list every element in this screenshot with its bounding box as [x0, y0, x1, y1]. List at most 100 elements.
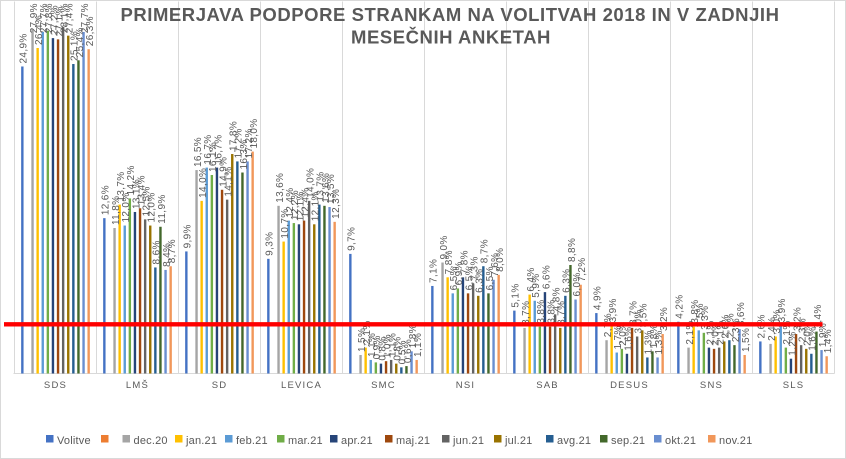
svg-text:3,5%: 3,5% [695, 303, 706, 327]
svg-text:14,9%: 14,9% [218, 157, 229, 187]
svg-text:NSI: NSI [456, 380, 475, 391]
svg-text:SAB: SAB [536, 380, 559, 391]
svg-text:12,0%: 12,0% [147, 192, 158, 222]
svg-text:6,9%: 6,9% [454, 261, 465, 285]
svg-text:9,3%: 9,3% [265, 232, 276, 256]
svg-text:LMŠ: LMŠ [126, 380, 149, 391]
svg-text:1,8%: 1,8% [649, 324, 660, 348]
svg-text:6,5%: 6,5% [449, 266, 460, 290]
svg-text:3,6%: 3,6% [736, 302, 747, 326]
svg-text:9,7%: 9,7% [347, 227, 358, 251]
svg-text:maj.21: maj.21 [396, 435, 430, 447]
svg-text:13,6%: 13,6% [321, 173, 332, 203]
svg-text:SDS: SDS [44, 380, 67, 391]
svg-text:8,0%: 8,0% [495, 248, 506, 272]
svg-text:12,5%: 12,5% [141, 186, 152, 216]
svg-text:6,6%: 6,6% [541, 265, 552, 289]
svg-text:2,1%: 2,1% [362, 320, 373, 344]
svg-text:12,1%: 12,1% [295, 191, 306, 221]
svg-text:12,2%: 12,2% [290, 190, 301, 220]
svg-text:6,4%: 6,4% [526, 267, 537, 291]
svg-text:3,7%: 3,7% [557, 301, 568, 325]
svg-text:4,8%: 4,8% [551, 287, 562, 311]
svg-text:3,9%: 3,9% [608, 298, 619, 322]
svg-text:1,6%: 1,6% [808, 327, 819, 351]
svg-text:14,1%: 14,1% [223, 167, 234, 197]
svg-text:3,9%: 3,9% [777, 298, 788, 322]
svg-text:25,1%: 25,1% [70, 31, 81, 61]
svg-text:3,4%: 3,4% [813, 304, 824, 328]
svg-text:8,4%: 8,4% [162, 243, 173, 267]
svg-text:17,2%: 17,2% [244, 128, 255, 158]
svg-text:nov.21: nov.21 [719, 435, 752, 447]
svg-text:2,1%: 2,1% [705, 320, 716, 344]
svg-text:27,8%: 27,8% [44, 3, 55, 33]
svg-text:8,6%: 8,6% [152, 240, 163, 264]
svg-text:2,0%: 2,0% [803, 322, 814, 346]
svg-text:6,5%: 6,5% [485, 266, 496, 290]
svg-text:apr.21: apr.21 [341, 435, 373, 447]
svg-text:1,1%: 1,1% [367, 333, 378, 357]
svg-text:5,1%: 5,1% [511, 283, 522, 307]
svg-text:16,1%: 16,1% [208, 142, 219, 172]
svg-text:7,6%: 7,6% [490, 253, 501, 277]
svg-text:PRIMERJAVA PODPORE STRANKAM NA: PRIMERJAVA PODPORE STRANKAM NA VOLITVAH … [120, 4, 779, 25]
svg-text:Volitve: Volitve [57, 435, 91, 447]
svg-text:27,1%: 27,1% [54, 6, 65, 36]
svg-text:13,5%: 13,5% [326, 174, 337, 204]
svg-text:27,7%: 27,7% [39, 3, 50, 33]
svg-text:13,1%: 13,1% [131, 179, 142, 209]
svg-text:16,7%: 16,7% [203, 134, 214, 164]
svg-text:16,3%: 16,3% [239, 139, 250, 169]
svg-text:4,9%: 4,9% [593, 286, 604, 310]
svg-text:13,6%: 13,6% [275, 173, 286, 203]
svg-text:3,0%: 3,0% [772, 309, 783, 333]
svg-text:jun.21: jun.21 [452, 435, 484, 447]
svg-text:9,0%: 9,0% [439, 235, 450, 259]
svg-text:1,3%: 1,3% [654, 330, 665, 354]
svg-text:6,0%: 6,0% [572, 272, 583, 296]
svg-text:LEVICA: LEVICA [281, 380, 322, 391]
svg-text:6,5%: 6,5% [464, 266, 475, 290]
svg-text:17,2%: 17,2% [234, 128, 245, 158]
svg-text:1,2%: 1,2% [787, 331, 798, 355]
svg-text:3,8%: 3,8% [546, 299, 557, 323]
svg-text:1,8%: 1,8% [408, 324, 419, 348]
svg-text:12,4%: 12,4% [300, 188, 311, 218]
svg-text:1,0%: 1,0% [382, 334, 393, 358]
svg-text:2,3%: 2,3% [731, 318, 742, 342]
svg-text:1,7%: 1,7% [613, 325, 624, 349]
svg-text:SNS: SNS [700, 380, 723, 391]
svg-text:0,9%: 0,9% [372, 335, 383, 359]
svg-text:2,4%: 2,4% [767, 317, 778, 341]
svg-text:27,9%: 27,9% [29, 3, 40, 33]
svg-text:3,0%: 3,0% [633, 309, 644, 333]
svg-text:SD: SD [212, 380, 228, 391]
svg-text:jan.21: jan.21 [185, 435, 217, 447]
svg-text:2,3%: 2,3% [797, 318, 808, 342]
svg-text:1,3%: 1,3% [644, 330, 655, 354]
svg-text:6,3%: 6,3% [475, 269, 486, 293]
svg-text:27,7%: 27,7% [80, 3, 91, 33]
svg-text:3,7%: 3,7% [521, 301, 532, 325]
svg-text:12,0%: 12,0% [121, 192, 132, 222]
svg-text:0,8%: 0,8% [377, 336, 388, 360]
svg-text:6,3%: 6,3% [562, 269, 573, 293]
svg-text:SMC: SMC [371, 380, 396, 391]
svg-text:1,1%: 1,1% [387, 333, 398, 357]
svg-text:0,8%: 0,8% [393, 336, 404, 360]
svg-text:7,1%: 7,1% [429, 259, 440, 283]
svg-text:okt.21: okt.21 [665, 435, 696, 447]
svg-text:1,5%: 1,5% [741, 328, 752, 352]
svg-text:3,2%: 3,2% [792, 307, 803, 331]
svg-text:7,8%: 7,8% [444, 250, 455, 274]
svg-text:2,1%: 2,1% [782, 320, 793, 344]
svg-text:8,8%: 8,8% [567, 238, 578, 262]
svg-text:14,0%: 14,0% [198, 168, 209, 198]
svg-text:16,5%: 16,5% [193, 137, 204, 167]
svg-text:5,9%: 5,9% [531, 274, 542, 298]
svg-text:3,8%: 3,8% [536, 299, 547, 323]
svg-text:17,8%: 17,8% [229, 121, 240, 151]
svg-text:27,2%: 27,2% [49, 5, 60, 35]
svg-text:11,9%: 11,9% [157, 194, 168, 223]
